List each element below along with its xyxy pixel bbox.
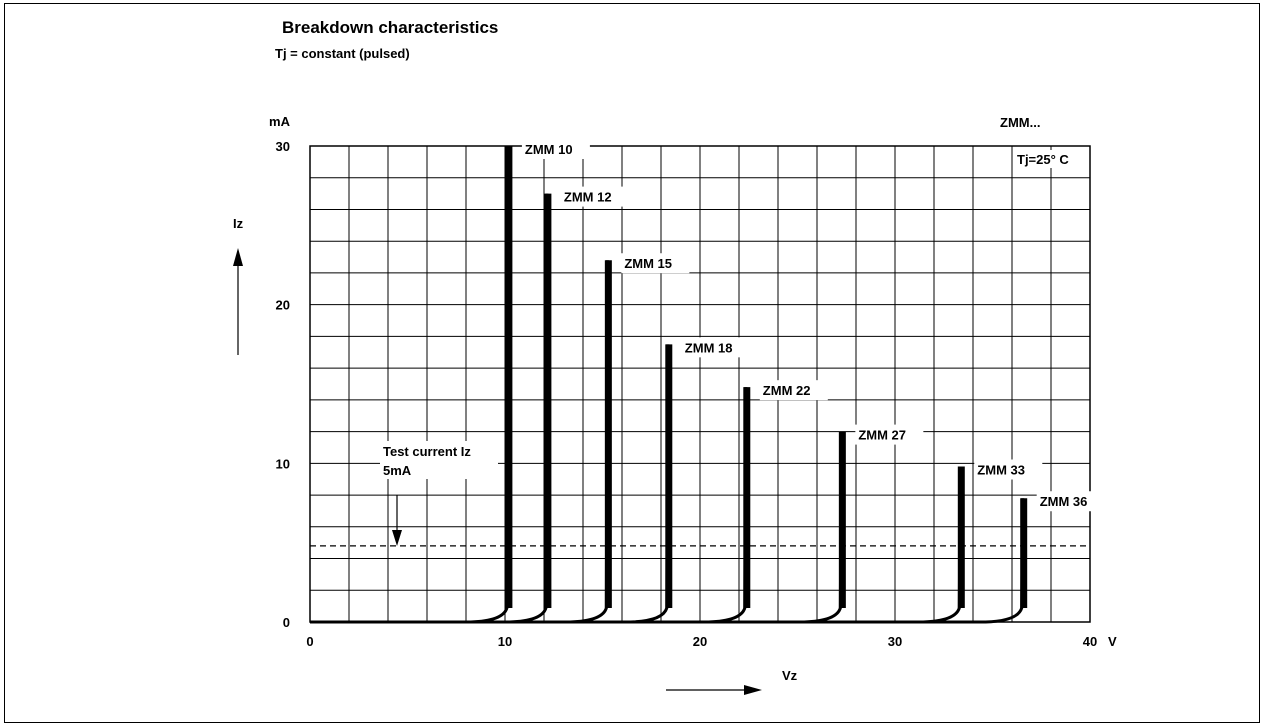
curve-label: ZMM 27	[858, 428, 906, 443]
x-tick-label: 40	[1083, 634, 1097, 649]
y-tick-label: 10	[276, 456, 290, 471]
y-axis-title: Iz	[233, 216, 244, 231]
family-label: ZMM...	[1000, 115, 1040, 130]
y-tick-label: 30	[276, 139, 290, 154]
curve-label: ZMM 22	[763, 383, 811, 398]
curve-label-bg	[521, 139, 590, 159]
curve-label: ZMM 18	[685, 340, 733, 355]
curve-knee	[310, 498, 1025, 624]
curve-label-bg	[974, 459, 1043, 480]
curve-label: ZMM 33	[977, 463, 1025, 478]
x-tick-label: 0	[306, 634, 313, 649]
chart-subtitle: Tj = constant (pulsed)	[275, 46, 410, 61]
curve-knee	[310, 145, 510, 624]
test-current-label: Test current Iz	[383, 444, 471, 459]
y-unit-label: mA	[269, 114, 291, 129]
condition-label: Tj=25° C	[1017, 152, 1069, 167]
chart-title: Breakdown characteristics	[282, 18, 499, 37]
curve-label-bg	[855, 424, 924, 445]
curve-knee	[310, 344, 670, 624]
curve-label-bg	[560, 186, 629, 207]
curve-label: ZMM 10	[525, 142, 573, 157]
x-unit-label: V	[1108, 634, 1117, 649]
curve-label-bg	[681, 337, 750, 358]
condition-label-bg	[1014, 150, 1084, 168]
test-current-label-bg	[380, 441, 498, 479]
curve-label: ZMM 15	[624, 256, 672, 271]
test-current-value-label: 5mA	[383, 463, 412, 478]
x-tick-label: 20	[693, 634, 707, 649]
x-tick-label: 10	[498, 634, 512, 649]
curve-label-bg	[759, 380, 828, 401]
curve-knee	[310, 466, 962, 624]
curve-knee	[310, 387, 748, 624]
y-tick-label: 20	[276, 298, 290, 313]
y-axis-arrowhead	[233, 248, 243, 266]
curve-label: ZMM 12	[564, 190, 612, 205]
x-axis-arrowhead	[744, 685, 762, 695]
curve-label-bg	[1036, 491, 1105, 512]
curve-label-bg	[621, 253, 690, 274]
y-tick-label: 0	[283, 615, 290, 630]
curve-label: ZMM 36	[1040, 494, 1088, 509]
x-tick-label: 30	[888, 634, 902, 649]
test-current-arrowhead	[392, 530, 402, 546]
figure-frame	[4, 3, 1260, 723]
x-axis-title: Vz	[782, 668, 798, 683]
